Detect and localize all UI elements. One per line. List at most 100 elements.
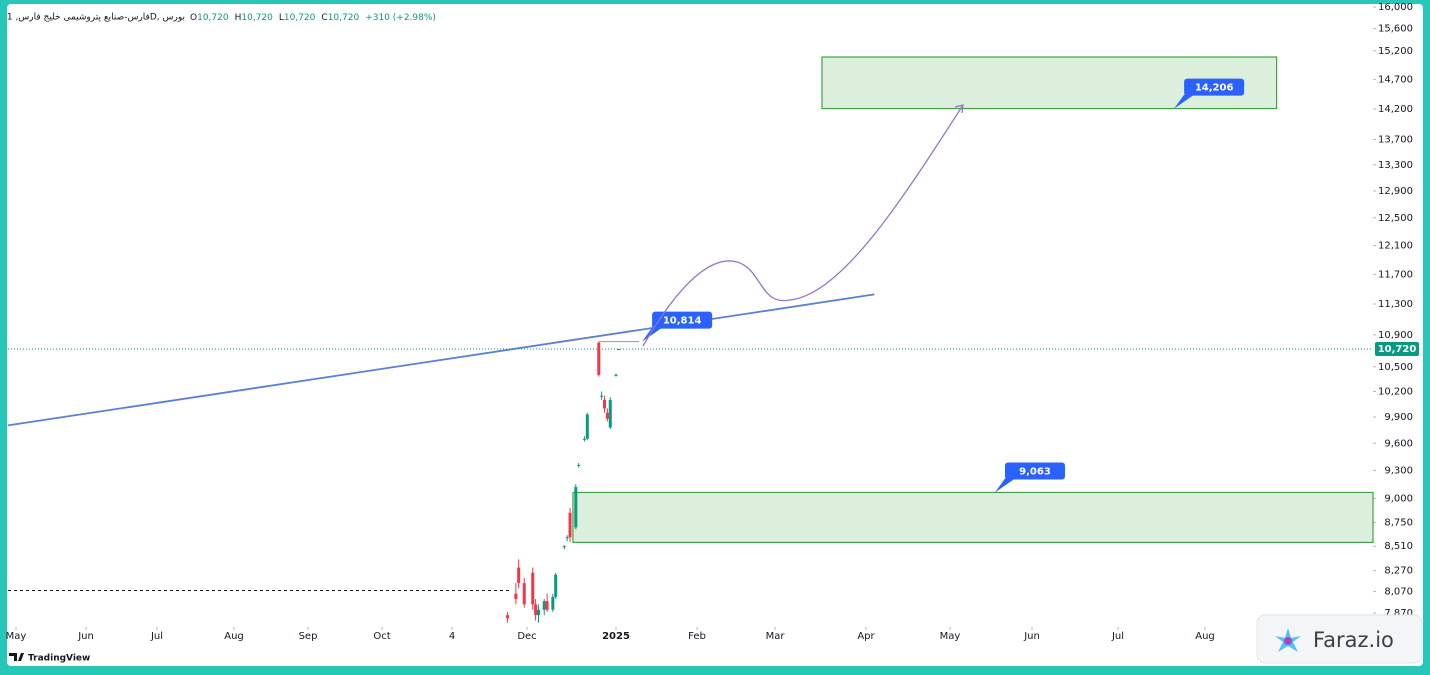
y-tick-label: 9,300 [1384, 465, 1413, 476]
y-tick-label: 8,510 [1384, 541, 1413, 552]
candle-body [577, 464, 581, 466]
candle-body [534, 604, 538, 616]
x-tick-label: 2025 [602, 631, 630, 642]
tv-icon [9, 653, 24, 661]
candle-body [568, 512, 572, 538]
icon-core [1284, 637, 1292, 645]
y-tick-label: 9,900 [1384, 412, 1413, 423]
ohlc-value: 10,720 [241, 13, 273, 23]
candle-body [574, 487, 578, 528]
annotation-pointer [994, 478, 1015, 493]
x-tick-label: May [940, 631, 961, 642]
x-tick-label: Jun [1023, 631, 1040, 642]
candle-body [600, 395, 604, 397]
annotation-box [1184, 78, 1245, 96]
annotation-label: 14,206 [1195, 83, 1234, 94]
candle-body [545, 601, 549, 610]
y-tick-label: 11,700 [1378, 269, 1413, 280]
y-tick-label: 9,000 [1384, 493, 1413, 504]
projection-arrowhead [954, 104, 964, 114]
candle-body [514, 593, 518, 600]
x-tick-label: Jul [150, 631, 163, 642]
x-tick-label: Aug [1195, 631, 1215, 642]
ohlc-key: C [321, 13, 327, 23]
ohlc-value: 10,720 [197, 13, 229, 23]
annotation-box [1004, 462, 1065, 480]
trendline [7, 293, 875, 427]
candle-body [542, 601, 546, 610]
candle-body [565, 537, 569, 539]
y-tick-label: 16,000 [1378, 2, 1413, 13]
y-tick-label: 15,600 [1378, 24, 1413, 35]
brand: TradingView [28, 654, 90, 664]
watermark-text: Faraz.io [1313, 628, 1394, 652]
x-tick-label: Feb [688, 631, 706, 642]
candle-body [506, 615, 510, 619]
y-tick-label: 12,100 [1378, 241, 1413, 252]
y-tick-label: 14,700 [1378, 74, 1413, 85]
ohlc-key: L [279, 13, 284, 23]
x-tick-label: Dec [517, 631, 536, 642]
ohlc-key: O [190, 13, 197, 23]
candle-body [614, 374, 618, 376]
badge-bg [1256, 614, 1423, 664]
y-tick-label: 14,200 [1378, 104, 1413, 115]
y-tick-label: 11,300 [1378, 299, 1413, 310]
candle-body [585, 414, 589, 439]
x-tick-label: Jul [1111, 631, 1124, 642]
y-tick-label: 13,300 [1378, 160, 1413, 171]
candle-body [531, 572, 535, 605]
x-tick-label: Jun [77, 631, 94, 642]
y-tick-label: 15,200 [1378, 46, 1413, 57]
ohlc-value: 10,720 [284, 13, 316, 23]
watermark-badge: Faraz.io [1256, 614, 1423, 664]
candle-body [603, 399, 607, 409]
y-tick-label: 12,900 [1378, 186, 1413, 197]
candle-body [551, 596, 555, 610]
y-tick-label: 10,200 [1378, 387, 1413, 398]
x-tick-label: 4 [449, 631, 455, 642]
x-tick-label: May [6, 631, 27, 642]
x-tick-label: Apr [857, 631, 875, 642]
candle-body [522, 583, 526, 605]
ohlc-change: +310 (+2.98%) [365, 13, 436, 23]
candle-body [605, 412, 609, 419]
candle-body [517, 567, 521, 584]
y-tick-label: 8,750 [1384, 517, 1413, 528]
y-tick-label: 8,070 [1384, 587, 1413, 598]
candle-body [582, 438, 586, 440]
target-zone [572, 491, 1374, 544]
y-tick-label: 7,870 [1384, 608, 1413, 619]
candle-body [536, 609, 540, 616]
candle-body [617, 349, 621, 351]
x-tick-label: Mar [766, 631, 786, 642]
annotation-pointer [1174, 94, 1195, 109]
candle-body [554, 574, 558, 597]
annotation-label: 10,814 [663, 316, 702, 327]
x-tick-label: Aug [224, 631, 244, 642]
candle-body [562, 546, 566, 548]
last-price-box [1375, 342, 1419, 357]
y-tick-label: 12,500 [1378, 213, 1413, 224]
annotation-label: 9,063 [1019, 466, 1051, 477]
ohlc-legend: O10,720 H10,720 L10,720 C10,720 +310 (+2.98%… [190, 13, 436, 23]
y-tick-label: 10,500 [1378, 362, 1413, 373]
y-tick-label: 9,600 [1384, 438, 1413, 449]
candle-body [597, 342, 601, 375]
y-tick-label: 13,700 [1378, 135, 1413, 146]
last-price-label: 10,720 [1378, 344, 1417, 355]
annotation-box [652, 311, 713, 329]
y-tick-label: 10,900 [1378, 330, 1413, 341]
symbol-title: فارس-صنایع پتروشیمی خلیج فارس, 1D, بورس [7, 13, 185, 23]
candle-body [608, 399, 612, 428]
badge-icon [1275, 628, 1301, 652]
ohlc-value: 10,720 [328, 13, 360, 23]
y-tick-label: 8,270 [1384, 566, 1413, 577]
x-tick-label: Oct [373, 631, 390, 642]
chart-panel [7, 4, 1423, 666]
layers: 16,000 15,600 15,200 14,700 14,200 13,700 13,3… [6, 2, 1419, 642]
x-tick-label: Sep [299, 631, 318, 642]
projection-curve [642, 104, 964, 347]
